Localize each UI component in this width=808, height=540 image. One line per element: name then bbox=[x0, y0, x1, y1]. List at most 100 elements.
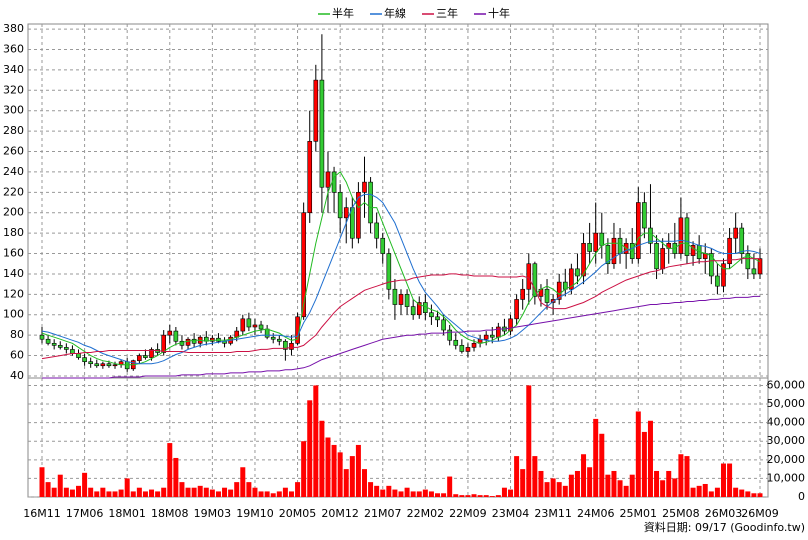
candle-body bbox=[380, 237, 386, 254]
x-tick-label: 26M09 bbox=[741, 507, 779, 520]
volume-bar bbox=[161, 487, 167, 497]
volume-bar bbox=[337, 452, 343, 497]
volume-bar bbox=[696, 485, 702, 497]
volume-bar bbox=[666, 470, 672, 497]
volume-bar bbox=[416, 491, 422, 497]
volume-bar bbox=[672, 478, 678, 497]
candle-body bbox=[283, 340, 288, 350]
volume-bar bbox=[252, 487, 258, 497]
x-tick-label: 18M08 bbox=[151, 507, 189, 520]
candle-body bbox=[173, 330, 179, 342]
candle-body bbox=[593, 232, 599, 252]
candle-body bbox=[410, 306, 416, 316]
y2-tick-label: 0 bbox=[798, 490, 805, 503]
volume-bar bbox=[234, 482, 240, 497]
candle-body bbox=[277, 338, 282, 342]
candle-body bbox=[325, 171, 331, 188]
x-tick-label: 22M02 bbox=[407, 507, 445, 520]
volume-bar bbox=[720, 463, 726, 497]
candle-body bbox=[581, 243, 586, 277]
volume-bar bbox=[380, 489, 386, 497]
volume-bar bbox=[532, 456, 538, 497]
volume-bar bbox=[209, 489, 215, 497]
y-tick-label: 340 bbox=[3, 63, 24, 76]
candle-body bbox=[520, 288, 525, 300]
volume-bar bbox=[702, 483, 708, 497]
x-tick-label: 20M05 bbox=[279, 507, 317, 520]
volume-bar bbox=[635, 411, 641, 497]
volume-bar bbox=[88, 487, 94, 497]
volume-bar bbox=[453, 494, 459, 497]
volume-bar bbox=[386, 485, 392, 497]
x-tick-label: 21M07 bbox=[364, 507, 402, 520]
y-tick-label: 260 bbox=[3, 145, 24, 158]
candle-body bbox=[569, 268, 574, 290]
candle-body bbox=[301, 212, 306, 318]
candle-body bbox=[374, 222, 379, 239]
volume-bar bbox=[240, 467, 246, 497]
volume-bar bbox=[465, 495, 471, 497]
volume-bar bbox=[641, 431, 647, 497]
candle-body bbox=[143, 355, 148, 358]
candle-body bbox=[453, 339, 459, 346]
volume-bar bbox=[57, 474, 63, 497]
volume-bar bbox=[690, 487, 696, 497]
candle-body bbox=[678, 217, 684, 254]
ma-line bbox=[41, 258, 760, 360]
volume-bar bbox=[678, 454, 684, 497]
volume-bar bbox=[544, 482, 550, 497]
candle-body bbox=[429, 312, 434, 318]
candle-body bbox=[721, 263, 726, 287]
candle-body bbox=[289, 343, 294, 350]
candle-body bbox=[404, 294, 410, 307]
y-tick-label: 280 bbox=[3, 124, 24, 137]
volume-bar bbox=[392, 489, 398, 497]
volume-bar bbox=[489, 496, 495, 497]
candle-body bbox=[660, 248, 665, 270]
x-tick-label: 20M12 bbox=[321, 507, 359, 520]
candle-body bbox=[386, 253, 392, 290]
x-tick-label: 26M03 bbox=[705, 507, 743, 520]
volume-bar bbox=[82, 472, 88, 497]
volume-bar bbox=[441, 493, 447, 497]
ma-line bbox=[42, 295, 760, 379]
y-tick-label: 180 bbox=[3, 226, 24, 239]
volume-bar bbox=[124, 478, 130, 497]
y2-tick-label: 40,000 bbox=[767, 416, 806, 429]
candle-body bbox=[45, 338, 51, 344]
volume-bar bbox=[276, 491, 282, 497]
candle-body bbox=[94, 363, 100, 367]
candle-body bbox=[240, 318, 246, 332]
volume-bar bbox=[325, 437, 331, 497]
volume-bar bbox=[550, 478, 556, 497]
volume-bar bbox=[404, 487, 410, 497]
y-tick-label: 160 bbox=[3, 247, 24, 260]
volume-bar bbox=[739, 489, 745, 497]
y2-tick-label: 30,000 bbox=[767, 434, 806, 447]
volume-bar bbox=[215, 491, 221, 497]
volume-bar bbox=[100, 487, 106, 497]
y-tick-label: 100 bbox=[3, 308, 24, 321]
candle-body bbox=[161, 334, 166, 353]
y-tick-label: 220 bbox=[3, 185, 24, 198]
volume-bar bbox=[282, 487, 288, 497]
candle-body bbox=[258, 324, 264, 330]
volume-bar bbox=[361, 469, 367, 497]
volume-bar bbox=[246, 482, 252, 497]
candle-body bbox=[575, 268, 580, 277]
legend-label: 十年 bbox=[488, 6, 510, 20]
volume-bar bbox=[508, 489, 514, 497]
candle-body bbox=[636, 202, 641, 259]
candle-body bbox=[337, 192, 343, 219]
volume-bar bbox=[203, 487, 209, 497]
volume-bar bbox=[331, 444, 337, 497]
candle-body bbox=[82, 357, 87, 362]
volume-bar bbox=[155, 491, 161, 497]
volume-bar bbox=[538, 470, 544, 497]
volume-bar bbox=[562, 485, 568, 497]
candle-body bbox=[654, 243, 659, 270]
volume-bar bbox=[288, 491, 294, 497]
volume-bar bbox=[368, 482, 374, 497]
candle-body bbox=[556, 281, 562, 300]
volume-bar bbox=[495, 495, 501, 497]
